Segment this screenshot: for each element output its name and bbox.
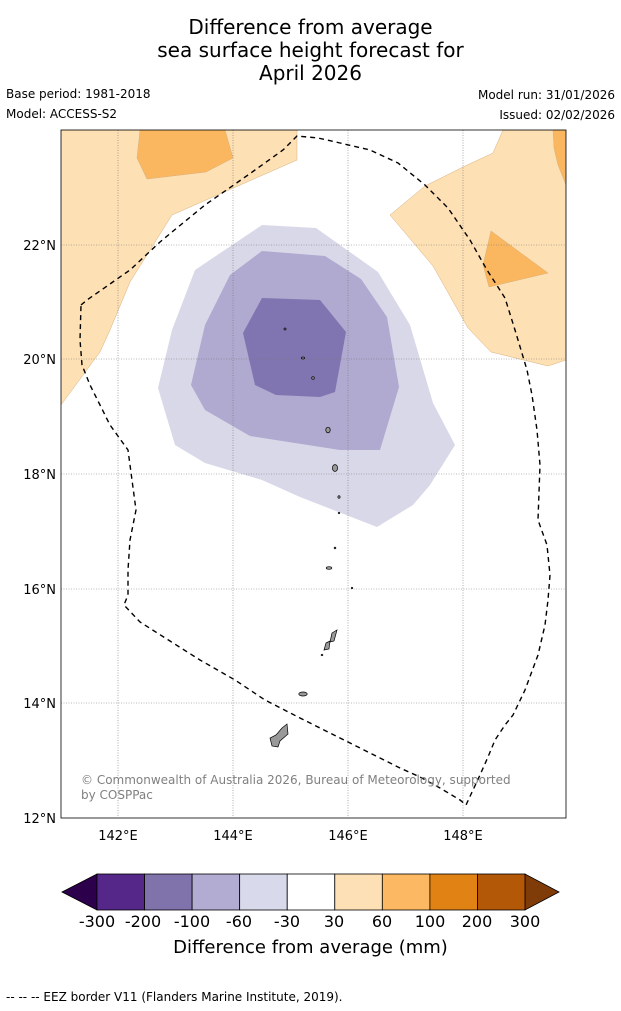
colorbar-label-6: 60	[371, 912, 393, 931]
chart-title: Difference from average sea surface heig…	[0, 16, 621, 85]
lon-label-146: 146°E	[328, 829, 368, 844]
lat-label-20: 20°N	[23, 353, 56, 368]
map-frame	[60, 129, 567, 819]
issued-label: Issued: 02/02/2026	[499, 108, 615, 122]
island-maug	[301, 356, 305, 360]
island-tinian	[323, 640, 331, 651]
model-run-label: Model run: 31/01/2026	[477, 88, 615, 102]
island-anatahan	[325, 566, 333, 570]
island-fdm	[350, 586, 354, 590]
colorbar-segment-2	[191, 873, 241, 911]
colorbar-label-7: 100	[414, 912, 446, 931]
colorbar-label-9: 300	[509, 912, 541, 931]
island-agrihan	[325, 426, 331, 434]
colorbar-segment-5	[334, 873, 383, 911]
lon-label-148: 148°E	[443, 829, 483, 844]
colorbar-label-3: -60	[225, 912, 253, 931]
anomaly-positive-east	[389, 130, 566, 367]
lon-label-142: 142°E	[98, 829, 138, 844]
copyright-line-2: by COSPPac	[81, 788, 153, 802]
anomaly-positive-west-strong	[136, 130, 234, 180]
island-rota	[298, 691, 308, 697]
colorbar-label-4: -30	[273, 912, 301, 931]
colorbar-segment-6	[381, 873, 431, 911]
island-farallon	[283, 327, 287, 331]
island-sarigan	[333, 546, 337, 550]
lat-label-16: 16°N	[23, 583, 56, 598]
map-area	[61, 130, 566, 818]
title-line-2: sea surface height forecast for	[157, 38, 464, 62]
colorbar-label-2: -100	[173, 912, 211, 931]
island-guam	[269, 723, 289, 748]
islands	[269, 327, 354, 748]
model-label: Model: ACCESS-S2	[6, 107, 118, 121]
anomaly-positive-west	[61, 130, 298, 406]
island-aguijan	[320, 653, 324, 657]
colorbar-label-1: -200	[124, 912, 162, 931]
island-alamagan	[337, 495, 341, 499]
colorbar-extend-high	[524, 873, 560, 911]
lon-label-144: 144°E	[213, 829, 253, 844]
island-asuncion	[311, 376, 315, 380]
eez-border	[79, 135, 551, 807]
gridlines	[61, 130, 566, 818]
colorbar-segment-1	[144, 873, 193, 911]
colorbar-segment-0	[96, 873, 145, 911]
island-pagan	[332, 464, 338, 472]
title-line-3: April 2026	[259, 61, 362, 85]
colorbar-extend-low	[61, 873, 98, 911]
colorbar-label-8: 200	[461, 912, 493, 931]
title-line-1: Difference from average	[188, 15, 433, 39]
lat-label-12: 12°N	[23, 812, 56, 827]
colorbar-label-5: 30	[323, 912, 345, 931]
base-period-label: Base period: 1981-2018	[6, 87, 151, 101]
island-saipan	[329, 629, 338, 643]
colorbar-segment-7	[429, 873, 478, 911]
lat-label-14: 14°N	[23, 697, 56, 712]
island-guguan	[337, 511, 341, 515]
axes: 22°N 20°N 18°N 16°N 14°N 12°N 142°E 144°…	[23, 239, 483, 844]
anomaly-positive-east-strong-edge	[552, 130, 566, 186]
colorbar-segment-4	[286, 873, 336, 911]
colorbar-title: Difference from average (mm)	[173, 937, 448, 958]
lat-label-22: 22°N	[23, 239, 56, 254]
colorbar-segment-3	[239, 873, 288, 911]
lat-label-18: 18°N	[23, 468, 56, 483]
colorbar-label-0: -300	[78, 912, 116, 931]
anomaly-negative-strong	[243, 298, 346, 397]
colorbar	[61, 873, 560, 911]
copyright-line-1: © Commonwealth of Australia 2026, Bureau…	[81, 773, 511, 787]
eez-footnote: -- -- -- EEZ border V11 (Flanders Marine…	[6, 990, 343, 1004]
colorbar-segment-8	[477, 873, 526, 911]
